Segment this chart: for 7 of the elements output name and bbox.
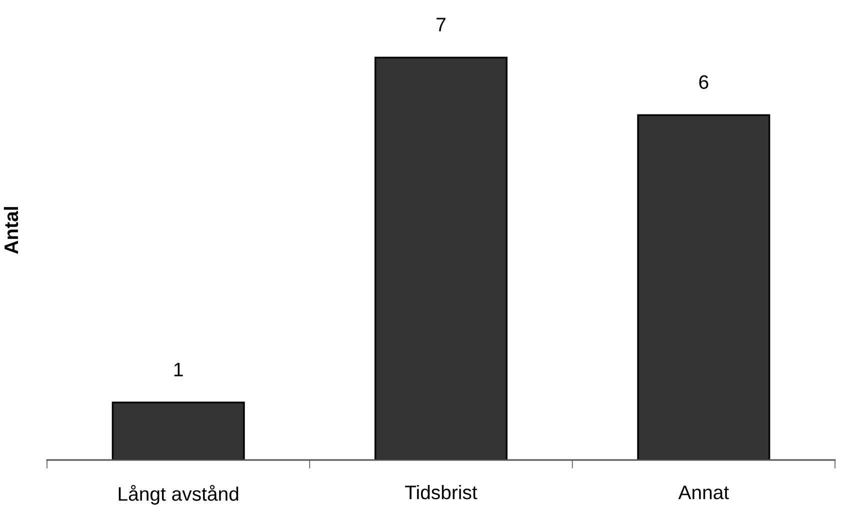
x-tick-label: Långt avstånd [118, 485, 238, 505]
data-label: 7 [436, 18, 446, 32]
x-tick-label: Tidsbrist [405, 485, 478, 500]
data-label: 1 [174, 362, 183, 376]
y-axis-title: Antal [4, 207, 18, 254]
x-tick-label: Annat [678, 486, 729, 500]
data-label: 6 [699, 75, 708, 89]
